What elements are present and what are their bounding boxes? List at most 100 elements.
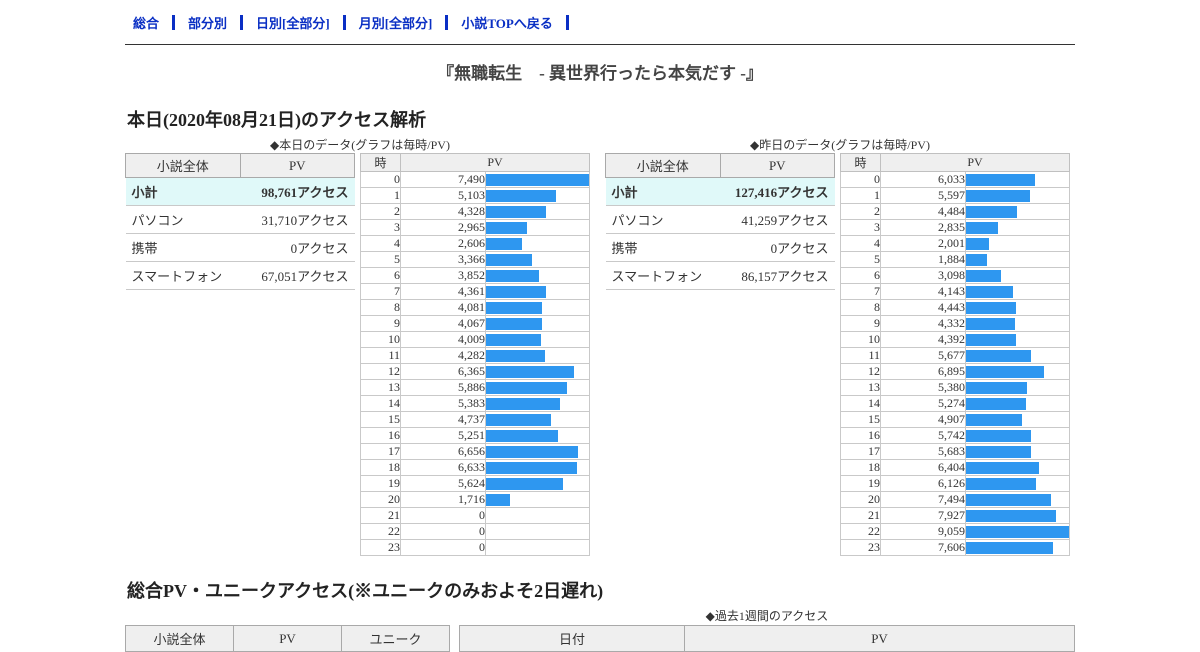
pv-bar	[486, 269, 539, 282]
hour-cell: 10	[360, 331, 401, 348]
yesterday-summary-table: 小説全体 PV 小計 127,416アクセス パソコン 41,259アクセス 携帯 0アクセ…	[605, 153, 835, 290]
hour-cell: 11	[360, 347, 401, 364]
hourly-row: 12 6,895	[840, 363, 1070, 380]
hour-cell: 0	[360, 171, 401, 188]
pv-bar	[486, 317, 542, 330]
pv-bar	[966, 189, 1030, 202]
summary-row: パソコン 41,259アクセス	[605, 205, 835, 234]
today-hourly-table: 時 PV 0 7,490 1 5,103 2 4,328 3 2,965 4 2,606 5 3,366…	[360, 153, 590, 556]
summary-col-header: PV	[719, 153, 835, 178]
nav-link-2[interactable]: 日別[全部分]	[256, 16, 330, 31]
pv-value-cell: 5,383	[400, 395, 486, 412]
pv-value-cell: 7,606	[880, 539, 966, 556]
pv-column-header: PV	[400, 153, 590, 172]
pv-value-cell: 4,443	[880, 299, 966, 316]
pv-value-cell: 5,103	[400, 187, 486, 204]
pv-bar	[966, 221, 999, 234]
hourly-row: 2 4,484	[840, 203, 1070, 220]
pv-bar	[966, 461, 1039, 474]
pv-bar	[486, 285, 546, 298]
hourly-row: 18 6,633	[360, 459, 590, 476]
hour-cell: 6	[840, 267, 881, 284]
bar-cell	[485, 411, 590, 428]
pv-value-cell: 1,884	[880, 251, 966, 268]
bar-cell	[965, 475, 1070, 492]
week-caption: ◆過去1週間のアクセス	[705, 609, 829, 623]
hourly-row: 18 6,404	[840, 459, 1070, 476]
summary-header-row: 小説全体 PV	[605, 153, 835, 178]
bar-cell	[485, 299, 590, 316]
pv-value-cell: 6,633	[400, 459, 486, 476]
pv-value-cell: 4,009	[400, 331, 486, 348]
summary-label-cell: スマートフォン	[605, 261, 720, 290]
hourly-row: 1 5,597	[840, 187, 1070, 204]
summary-label-cell: 小計	[125, 177, 240, 206]
pv-bar	[486, 173, 589, 186]
hour-cell: 22	[360, 523, 401, 540]
page-title: 『無職転生 - 異世界行ったら本気だす -』	[437, 64, 763, 83]
bar-cell	[965, 187, 1070, 204]
hour-cell: 19	[360, 475, 401, 492]
pv-value-cell: 4,143	[880, 283, 966, 300]
pv-value-cell: 4,282	[400, 347, 486, 364]
hour-cell: 18	[840, 459, 881, 476]
hourly-row: 13 5,886	[360, 379, 590, 396]
pv-bar	[966, 205, 1017, 218]
weekly-access-header-row: 日付 PV	[459, 625, 1075, 652]
pv-bar	[966, 445, 1031, 458]
nav-link-1[interactable]: 部分別	[188, 16, 228, 31]
pv-bar	[966, 269, 1002, 282]
pv-bar	[486, 205, 546, 218]
hour-cell: 14	[840, 395, 881, 412]
nav-link-0[interactable]: 総合	[133, 16, 160, 31]
pv-value-cell: 6,033	[880, 171, 966, 188]
pv-value-cell: 6,404	[880, 459, 966, 476]
bar-cell	[965, 203, 1070, 220]
page-content: 総合 部分別 日別[全部分] 月別[全部分] 小説TOPへ戻る 『無職転生 - 異世界行…	[125, 0, 1075, 652]
hourly-row: 5 3,366	[360, 251, 590, 268]
hourly-row: 8 4,081	[360, 299, 590, 316]
hour-cell: 11	[840, 347, 881, 364]
hour-cell: 8	[360, 299, 401, 316]
pv-bar	[486, 333, 542, 346]
hourly-row: 6 3,098	[840, 267, 1070, 284]
nav-divider	[125, 44, 1075, 45]
bar-cell	[965, 171, 1070, 188]
bar-cell	[965, 443, 1070, 460]
hourly-row: 11 5,677	[840, 347, 1070, 364]
hour-cell: 2	[360, 203, 401, 220]
hour-cell: 7	[360, 283, 401, 300]
summary-row: パソコン 31,710アクセス	[125, 205, 355, 234]
bar-cell	[965, 459, 1070, 476]
bar-cell	[965, 315, 1070, 332]
nav-separator	[240, 15, 244, 30]
pv-bar	[966, 173, 1035, 186]
hour-cell: 5	[360, 251, 401, 268]
summary-row: 携帯 0アクセス	[605, 233, 835, 262]
bar-cell	[485, 523, 590, 540]
hour-column-header: 時	[360, 153, 401, 172]
hourly-row: 16 5,251	[360, 427, 590, 444]
today-panel-caption: ◆本日のデータ(グラフは毎時/PV)	[270, 138, 450, 152]
hourly-row: 6 3,852	[360, 267, 590, 284]
nav-link-4[interactable]: 小説TOPへ戻る	[461, 16, 553, 31]
weekly-access-col-header: PV	[684, 625, 1075, 652]
nav-link-3[interactable]: 月別[全部分]	[358, 16, 433, 31]
hourly-row: 19 6,126	[840, 475, 1070, 492]
bar-cell	[485, 251, 590, 268]
pv-value-cell: 2,001	[880, 235, 966, 252]
hour-cell: 17	[840, 443, 881, 460]
pv-value-cell: 5,251	[400, 427, 486, 444]
pv-value-cell: 5,677	[880, 347, 966, 364]
hour-cell: 12	[360, 363, 401, 380]
hourly-row: 3 2,835	[840, 219, 1070, 236]
pv-value-cell: 7,927	[880, 507, 966, 524]
hour-cell: 4	[840, 235, 881, 252]
bar-cell	[485, 331, 590, 348]
pv-value-cell: 3,852	[400, 267, 486, 284]
hourly-row: 20 1,716	[360, 491, 590, 508]
summary-value-cell: 67,051アクセス	[240, 261, 355, 290]
pv-bar	[486, 381, 567, 394]
bar-cell	[485, 363, 590, 380]
pv-bar	[486, 397, 561, 410]
